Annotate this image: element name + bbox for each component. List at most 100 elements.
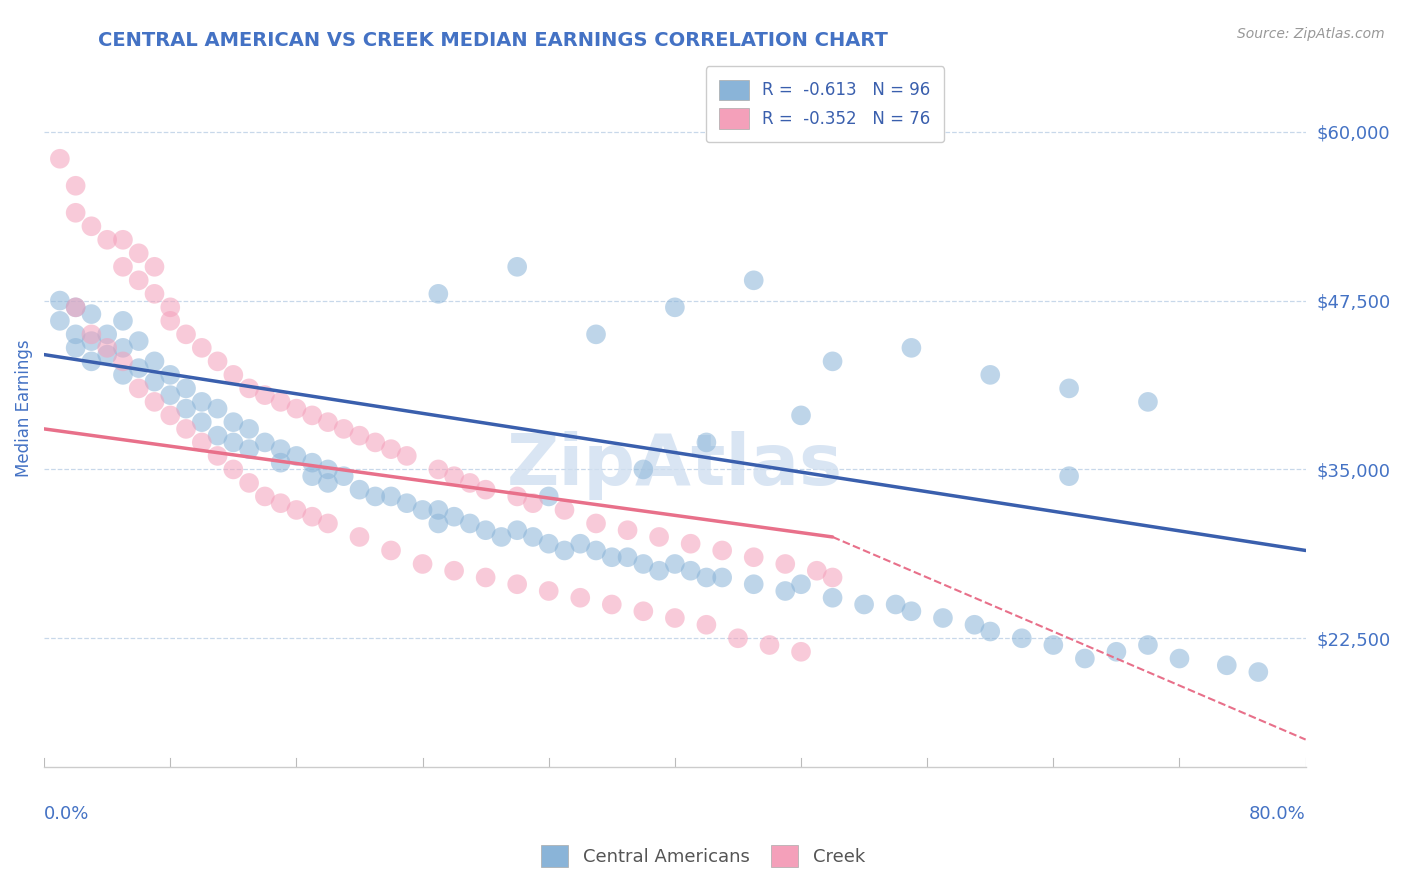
Point <box>600 550 623 565</box>
Point <box>207 354 229 368</box>
Point <box>458 475 481 490</box>
Point <box>174 401 197 416</box>
Point <box>65 327 87 342</box>
Point <box>427 286 450 301</box>
Point <box>49 152 72 166</box>
Point <box>253 435 276 450</box>
Legend: Central Americans, Creek: Central Americans, Creek <box>534 838 872 874</box>
Point <box>349 530 371 544</box>
Point <box>364 490 387 504</box>
Point <box>585 516 607 531</box>
Point <box>522 530 544 544</box>
Point <box>270 496 292 510</box>
Point <box>537 584 560 599</box>
Point <box>900 341 922 355</box>
Point <box>1136 395 1159 409</box>
Point <box>491 530 513 544</box>
Point <box>695 435 717 450</box>
Point <box>222 462 245 476</box>
Point <box>633 604 655 618</box>
Point <box>963 617 986 632</box>
Point <box>664 301 686 315</box>
Point <box>821 354 844 368</box>
Point <box>821 570 844 584</box>
Point <box>316 475 339 490</box>
Point <box>207 428 229 442</box>
Point <box>207 401 229 416</box>
Point <box>443 469 465 483</box>
Legend: R =  -0.613   N = 96, R =  -0.352   N = 76: R = -0.613 N = 96, R = -0.352 N = 76 <box>706 66 943 142</box>
Point <box>711 570 734 584</box>
Point <box>332 422 354 436</box>
Point <box>585 327 607 342</box>
Point <box>695 570 717 584</box>
Point <box>128 381 150 395</box>
Point <box>111 314 134 328</box>
Point <box>506 523 529 537</box>
Point <box>1057 469 1080 483</box>
Point <box>1136 638 1159 652</box>
Point <box>806 564 828 578</box>
Point <box>65 178 87 193</box>
Point <box>569 591 592 605</box>
Point <box>270 456 292 470</box>
Point <box>316 516 339 531</box>
Point <box>191 415 214 429</box>
Point <box>790 645 813 659</box>
Point <box>49 293 72 308</box>
Text: ZipAtlas: ZipAtlas <box>508 432 842 500</box>
Point <box>395 449 418 463</box>
Point <box>600 598 623 612</box>
Point <box>238 422 260 436</box>
Point <box>222 435 245 450</box>
Point <box>474 523 496 537</box>
Point <box>128 334 150 348</box>
Point <box>1247 665 1270 679</box>
Point <box>758 638 780 652</box>
Point <box>727 632 749 646</box>
Point <box>128 273 150 287</box>
Point <box>395 496 418 510</box>
Point <box>979 368 1001 382</box>
Point <box>191 435 214 450</box>
Point <box>270 442 292 457</box>
Point <box>159 409 181 423</box>
Point <box>96 327 118 342</box>
Point <box>853 598 876 612</box>
Point <box>585 543 607 558</box>
Point <box>695 617 717 632</box>
Point <box>65 301 87 315</box>
Point <box>427 503 450 517</box>
Point <box>316 415 339 429</box>
Point <box>443 509 465 524</box>
Point <box>191 341 214 355</box>
Y-axis label: Median Earnings: Median Earnings <box>15 340 32 477</box>
Point <box>1074 651 1097 665</box>
Point <box>207 449 229 463</box>
Point <box>427 516 450 531</box>
Point <box>80 354 103 368</box>
Point <box>821 591 844 605</box>
Point <box>285 503 308 517</box>
Point <box>301 509 323 524</box>
Point <box>553 503 575 517</box>
Point <box>332 469 354 483</box>
Point <box>65 341 87 355</box>
Point <box>884 598 907 612</box>
Point <box>96 233 118 247</box>
Point <box>316 462 339 476</box>
Point <box>96 348 118 362</box>
Point <box>380 442 402 457</box>
Point <box>159 301 181 315</box>
Point <box>1011 632 1033 646</box>
Point <box>285 401 308 416</box>
Point <box>679 537 702 551</box>
Point <box>49 314 72 328</box>
Point <box>742 550 765 565</box>
Point <box>222 368 245 382</box>
Point <box>80 334 103 348</box>
Point <box>111 368 134 382</box>
Point <box>900 604 922 618</box>
Point <box>128 361 150 376</box>
Point <box>633 557 655 571</box>
